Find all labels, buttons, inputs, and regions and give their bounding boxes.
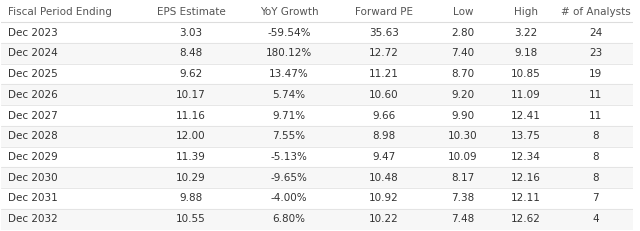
Text: 12.62: 12.62 xyxy=(511,214,541,224)
Text: 7.40: 7.40 xyxy=(451,48,474,58)
Text: 8.98: 8.98 xyxy=(372,131,396,141)
Text: 19: 19 xyxy=(589,69,602,79)
Text: 9.66: 9.66 xyxy=(372,110,396,121)
Text: Dec 2026: Dec 2026 xyxy=(8,90,58,100)
Bar xyxy=(1,126,634,147)
Text: 11.21: 11.21 xyxy=(369,69,399,79)
Text: 11: 11 xyxy=(589,90,602,100)
Text: -59.54%: -59.54% xyxy=(268,27,311,37)
Text: Dec 2027: Dec 2027 xyxy=(8,110,58,121)
Text: 3.22: 3.22 xyxy=(515,27,538,37)
Text: 5.74%: 5.74% xyxy=(273,90,305,100)
Text: Low: Low xyxy=(452,7,473,17)
Text: 4: 4 xyxy=(592,214,599,224)
Text: 12.00: 12.00 xyxy=(176,131,206,141)
Text: Forward PE: Forward PE xyxy=(355,7,413,17)
Text: 9.18: 9.18 xyxy=(515,48,538,58)
Text: 7.48: 7.48 xyxy=(451,214,474,224)
Text: 10.48: 10.48 xyxy=(369,173,399,183)
Text: 10.85: 10.85 xyxy=(511,69,541,79)
Bar xyxy=(1,22,634,43)
Text: 8.48: 8.48 xyxy=(179,48,203,58)
Text: 10.92: 10.92 xyxy=(369,194,399,204)
Text: EPS Estimate: EPS Estimate xyxy=(157,7,225,17)
Text: Fiscal Period Ending: Fiscal Period Ending xyxy=(8,7,111,17)
Text: 7.38: 7.38 xyxy=(451,194,474,204)
Text: -4.00%: -4.00% xyxy=(271,194,307,204)
Bar xyxy=(1,105,634,126)
Text: -9.65%: -9.65% xyxy=(271,173,307,183)
Text: Dec 2031: Dec 2031 xyxy=(8,194,58,204)
Text: -5.13%: -5.13% xyxy=(271,152,307,162)
Text: 35.63: 35.63 xyxy=(369,27,399,37)
Text: 8: 8 xyxy=(592,152,599,162)
Text: 8.70: 8.70 xyxy=(451,69,474,79)
Text: 7: 7 xyxy=(592,194,599,204)
Text: Dec 2023: Dec 2023 xyxy=(8,27,58,37)
Text: # of Analysts: # of Analysts xyxy=(561,7,630,17)
Text: 11.39: 11.39 xyxy=(176,152,206,162)
Text: 11: 11 xyxy=(589,110,602,121)
Text: 8: 8 xyxy=(592,173,599,183)
Text: 10.09: 10.09 xyxy=(448,152,477,162)
Text: 12.34: 12.34 xyxy=(511,152,541,162)
Text: 9.71%: 9.71% xyxy=(273,110,305,121)
Text: 7.55%: 7.55% xyxy=(273,131,305,141)
Text: 12.16: 12.16 xyxy=(511,173,541,183)
Text: Dec 2029: Dec 2029 xyxy=(8,152,58,162)
Bar xyxy=(1,64,634,84)
Text: 180.12%: 180.12% xyxy=(266,48,312,58)
Text: 2.80: 2.80 xyxy=(451,27,474,37)
Text: 9.47: 9.47 xyxy=(372,152,396,162)
Text: 9.88: 9.88 xyxy=(179,194,203,204)
Text: 8.17: 8.17 xyxy=(451,173,474,183)
Text: 10.17: 10.17 xyxy=(176,90,206,100)
Bar xyxy=(1,188,634,209)
Text: 13.47%: 13.47% xyxy=(269,69,309,79)
Text: 10.60: 10.60 xyxy=(369,90,399,100)
Text: 12.72: 12.72 xyxy=(369,48,399,58)
Bar xyxy=(1,209,634,230)
Text: Dec 2028: Dec 2028 xyxy=(8,131,58,141)
Text: High: High xyxy=(514,7,538,17)
Text: 9.20: 9.20 xyxy=(451,90,474,100)
Text: 13.75: 13.75 xyxy=(511,131,541,141)
Text: 9.62: 9.62 xyxy=(179,69,203,79)
Text: 9.90: 9.90 xyxy=(451,110,474,121)
Text: Dec 2030: Dec 2030 xyxy=(8,173,58,183)
Text: 23: 23 xyxy=(589,48,602,58)
Text: 6.80%: 6.80% xyxy=(273,214,305,224)
Bar xyxy=(1,147,634,167)
Bar xyxy=(1,167,634,188)
Text: 11.09: 11.09 xyxy=(511,90,541,100)
Bar xyxy=(1,84,634,105)
Text: Dec 2032: Dec 2032 xyxy=(8,214,58,224)
Text: Dec 2024: Dec 2024 xyxy=(8,48,58,58)
Text: 10.29: 10.29 xyxy=(176,173,206,183)
Text: 11.16: 11.16 xyxy=(176,110,206,121)
Text: YoY Growth: YoY Growth xyxy=(260,7,318,17)
Text: 3.03: 3.03 xyxy=(179,27,203,37)
Text: 12.11: 12.11 xyxy=(511,194,541,204)
Text: 8: 8 xyxy=(592,131,599,141)
Text: 12.41: 12.41 xyxy=(511,110,541,121)
Text: Dec 2025: Dec 2025 xyxy=(8,69,58,79)
Text: 24: 24 xyxy=(589,27,602,37)
Text: 10.22: 10.22 xyxy=(369,214,399,224)
Bar xyxy=(1,43,634,64)
Text: 10.30: 10.30 xyxy=(448,131,477,141)
Text: 10.55: 10.55 xyxy=(176,214,206,224)
